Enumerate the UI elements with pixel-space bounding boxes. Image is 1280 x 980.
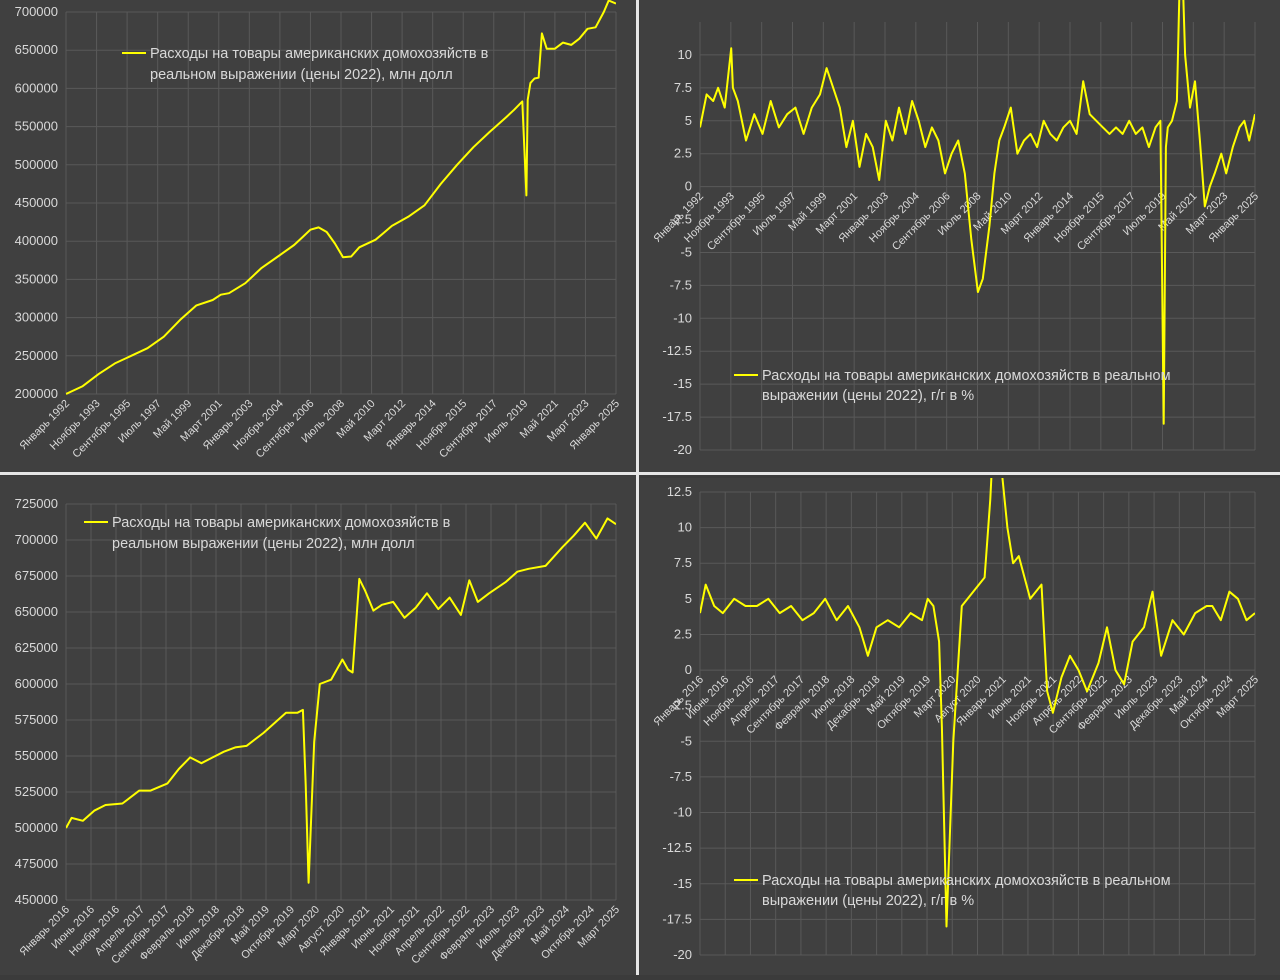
y-tick-label: -17.5: [662, 409, 692, 424]
y-tick-label: 250000: [15, 348, 58, 363]
y-tick-label: -10: [673, 310, 692, 325]
chart-yoy-recent: -20 -17.5 -15 -12.5 -10 -7.5 -5 -2.5 0 2.5 5 7.5 10 1…: [652, 478, 1261, 962]
divider-vertical: [636, 0, 639, 975]
legend-label: Расходы на товары американских домохозяй…: [762, 873, 1171, 889]
y-tick-label: 200000: [15, 386, 58, 401]
y-tick-label: 700000: [15, 532, 58, 547]
y-tick-label: 450000: [15, 892, 58, 907]
y-tick-label: 675000: [15, 568, 58, 583]
y-tick-label: 12.5: [667, 484, 692, 499]
y-tick-label: 550000: [15, 748, 58, 763]
series-line: [700, 0, 1255, 425]
legend-label: реальном выражении (цены 2022), млн долл: [150, 67, 453, 83]
y-tick-label: 2.5: [674, 146, 692, 161]
legend-label: Расходы на товары американских домохозяй…: [762, 368, 1171, 384]
chart-panel-bottom-right: -20 -17.5 -15 -12.5 -10 -7.5 -5 -2.5 0 2.5 5 7.5 10 1…: [640, 478, 1280, 975]
series-line: [66, 517, 616, 884]
chart-level-long: 200000 250000 300000 350000 400000 450000 5000…: [15, 0, 622, 460]
y-tick-label: 0: [685, 662, 692, 677]
y-tick-label: -15: [673, 876, 692, 891]
y-tick-label: 7.5: [674, 555, 692, 570]
y-tick-label: 7.5: [674, 80, 692, 95]
y-tick-label: 350000: [15, 271, 58, 286]
y-tick-label: -17.5: [662, 911, 692, 926]
y-tick-label: -20: [673, 442, 692, 457]
chart-panel-top-right: -20 -17.5 -15 -12.5 -10 -7.5 -5 -2.5 0 2.5 5 7.5 10 Я…: [640, 0, 1280, 474]
y-tick-label: 450000: [15, 195, 58, 210]
chart-level-recent: 450000 475000 500000 525000 550000 575000 6000…: [15, 496, 623, 966]
legend-label: Расходы на товары американских домохозяй…: [150, 46, 489, 62]
gridlines: [65, 503, 617, 901]
y-tick-label: -15: [673, 376, 692, 391]
gridlines: [699, 22, 1256, 451]
y-tick-label: 10: [678, 520, 692, 535]
y-tick-label: 575000: [15, 712, 58, 727]
legend-label: выражении (цены 2022), г/г в %: [762, 893, 974, 909]
y-tick-label: 650000: [15, 42, 58, 57]
y-tick-label: 600000: [15, 676, 58, 691]
y-tick-label: 10: [678, 47, 692, 62]
chart-panel-top-left: 200000 250000 300000 350000 400000 450000 5000…: [0, 0, 636, 472]
y-tick-label: -5: [680, 244, 692, 259]
y-tick-label: -7.5: [670, 277, 692, 292]
chart-yoy-long: -20-17.5-15-12.5-10-7.5-5-2.502.557.510Я…: [652, 0, 1261, 457]
y-tick-label: 500000: [15, 820, 58, 835]
y-tick-label: 525000: [15, 784, 58, 799]
y-tick-label: 5: [685, 591, 692, 606]
y-tick-label: 500000: [15, 157, 58, 172]
y-tick-label: 2.5: [674, 626, 692, 641]
y-tick-label: -2.5: [670, 698, 692, 713]
gridlines: [699, 491, 1256, 956]
y-tick-label: 5: [685, 113, 692, 128]
y-tick-label: 600000: [15, 80, 58, 95]
chart-panel-bottom-left: 450000 475000 500000 525000 550000 575000 6000…: [0, 476, 636, 975]
y-tick-label: -5: [680, 733, 692, 748]
y-tick-label: 400000: [15, 233, 58, 248]
y-tick-label: 650000: [15, 604, 58, 619]
y-tick-label: 700000: [15, 4, 58, 19]
legend-label: Расходы на товары американских домохозяй…: [112, 515, 451, 531]
divider-horizontal: [0, 472, 1280, 475]
y-tick-label: 625000: [15, 640, 58, 655]
y-tick-label: -12.5: [662, 840, 692, 855]
y-tick-label: 300000: [15, 310, 58, 325]
y-tick-label: 550000: [15, 119, 58, 134]
y-tick-label: -10: [673, 805, 692, 820]
y-tick-label: -2.5: [670, 212, 692, 227]
y-tick-label: -7.5: [670, 769, 692, 784]
y-tick-label: -12.5: [662, 343, 692, 358]
series-line: [700, 478, 1255, 928]
y-tick-label: 725000: [15, 496, 58, 511]
legend-label: выражении (цены 2022), г/г в %: [762, 388, 974, 404]
y-tick-label: -20: [673, 947, 692, 962]
y-tick-label: 0: [685, 179, 692, 194]
legend-label: реальном выражении (цены 2022), млн долл: [112, 536, 415, 552]
y-tick-label: 475000: [15, 856, 58, 871]
gridlines: [65, 11, 617, 395]
series-line: [66, 0, 616, 395]
